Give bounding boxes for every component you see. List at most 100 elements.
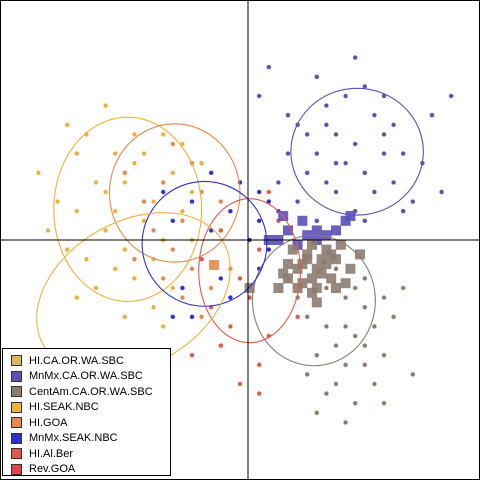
group-centroid-marker <box>302 249 313 260</box>
legend-swatch <box>11 432 22 444</box>
data-point <box>285 113 291 118</box>
group-centroid-marker <box>307 287 317 298</box>
data-point <box>353 55 358 60</box>
data-point <box>333 161 339 166</box>
data-point <box>257 362 262 367</box>
data-point <box>439 189 444 195</box>
data-point <box>65 122 70 128</box>
data-point <box>113 209 118 214</box>
data-point <box>141 218 147 223</box>
group-centroid-marker <box>297 259 308 269</box>
group-centroid-marker <box>331 283 341 293</box>
legend-item: MnMx.SEAK.NBC <box>11 431 170 447</box>
data-point <box>74 151 80 156</box>
data-point <box>180 209 185 214</box>
data-point <box>324 180 329 185</box>
data-point <box>343 420 348 425</box>
data-point <box>381 401 387 406</box>
data-point <box>45 228 51 233</box>
data-point <box>161 132 166 137</box>
data-point <box>343 324 348 329</box>
data-point <box>122 247 128 252</box>
group-centroid-marker <box>297 278 308 289</box>
data-point <box>122 314 128 319</box>
group-centroid-marker <box>287 244 298 255</box>
group-centroid-marker <box>345 263 356 274</box>
data-point <box>74 209 80 214</box>
data-point <box>180 285 185 291</box>
data-point <box>199 314 204 319</box>
data-point <box>391 180 396 185</box>
group-centroid-marker <box>209 259 220 270</box>
group-centroid-marker <box>326 273 337 284</box>
data-point <box>218 343 223 348</box>
data-point <box>353 285 358 291</box>
data-point <box>93 285 99 291</box>
data-point <box>132 257 137 262</box>
legend-swatch <box>11 417 22 429</box>
data-point <box>161 324 166 329</box>
legend-item: HI.CA.OR.WA.SBC <box>11 353 170 369</box>
data-point <box>362 170 367 175</box>
data-point <box>93 180 99 185</box>
data-point <box>362 276 367 281</box>
data-point <box>401 285 406 291</box>
data-point <box>189 199 195 204</box>
legend-label: HI.SEAK.NBC <box>29 401 99 414</box>
data-point <box>353 401 358 406</box>
data-point <box>151 228 156 233</box>
data-point <box>170 218 175 223</box>
group-centroid-marker <box>345 211 356 221</box>
data-point <box>343 295 348 300</box>
group-centroid-marker <box>331 225 341 236</box>
data-point <box>103 103 108 108</box>
data-point <box>237 381 243 387</box>
legend-item: HI.Al.Ber <box>11 446 170 462</box>
group-centroid-marker <box>283 225 293 236</box>
data-point <box>189 266 195 271</box>
data-point <box>314 410 319 415</box>
data-point <box>218 276 223 281</box>
data-point <box>324 122 329 128</box>
data-point <box>141 199 147 204</box>
legend-label: Rev.GOA <box>29 463 76 476</box>
group-centroid-marker <box>244 283 255 293</box>
data-point <box>401 151 406 156</box>
legend-item: MnMx.CA.OR.WA.SBC <box>11 369 170 385</box>
data-point <box>228 209 233 214</box>
data-point <box>132 276 137 281</box>
data-point <box>257 247 262 252</box>
data-point <box>391 122 396 128</box>
data-point <box>161 189 166 195</box>
legend-item: Rev.GOA <box>11 462 170 478</box>
data-point <box>189 353 195 358</box>
data-point <box>324 391 329 396</box>
legend-swatch <box>11 355 22 367</box>
group-centroid-marker <box>316 254 327 265</box>
data-point <box>324 324 329 329</box>
data-point <box>410 199 415 204</box>
confidence-ellipse <box>290 87 424 216</box>
data-point <box>228 324 233 329</box>
data-point <box>199 161 204 166</box>
legend-label: HI.GOA <box>29 416 68 429</box>
data-point <box>333 381 339 387</box>
data-point <box>343 93 348 99</box>
legend-label: HI.Al.Ber <box>29 447 74 460</box>
data-point <box>218 199 223 204</box>
data-point <box>353 141 358 147</box>
data-point <box>314 74 319 80</box>
data-point <box>362 362 367 367</box>
legend-label: CentAm.CA.OR.WA.SBC <box>29 385 153 398</box>
data-point <box>381 295 387 300</box>
data-point <box>410 372 415 377</box>
confidence-ellipse <box>141 180 268 307</box>
data-point <box>391 314 396 319</box>
data-point <box>161 180 166 185</box>
group-centroid-marker <box>311 225 322 236</box>
data-point <box>113 151 118 156</box>
data-point <box>381 132 387 137</box>
group-centroid-marker <box>273 283 284 293</box>
data-point <box>401 209 406 214</box>
data-point <box>237 276 243 281</box>
